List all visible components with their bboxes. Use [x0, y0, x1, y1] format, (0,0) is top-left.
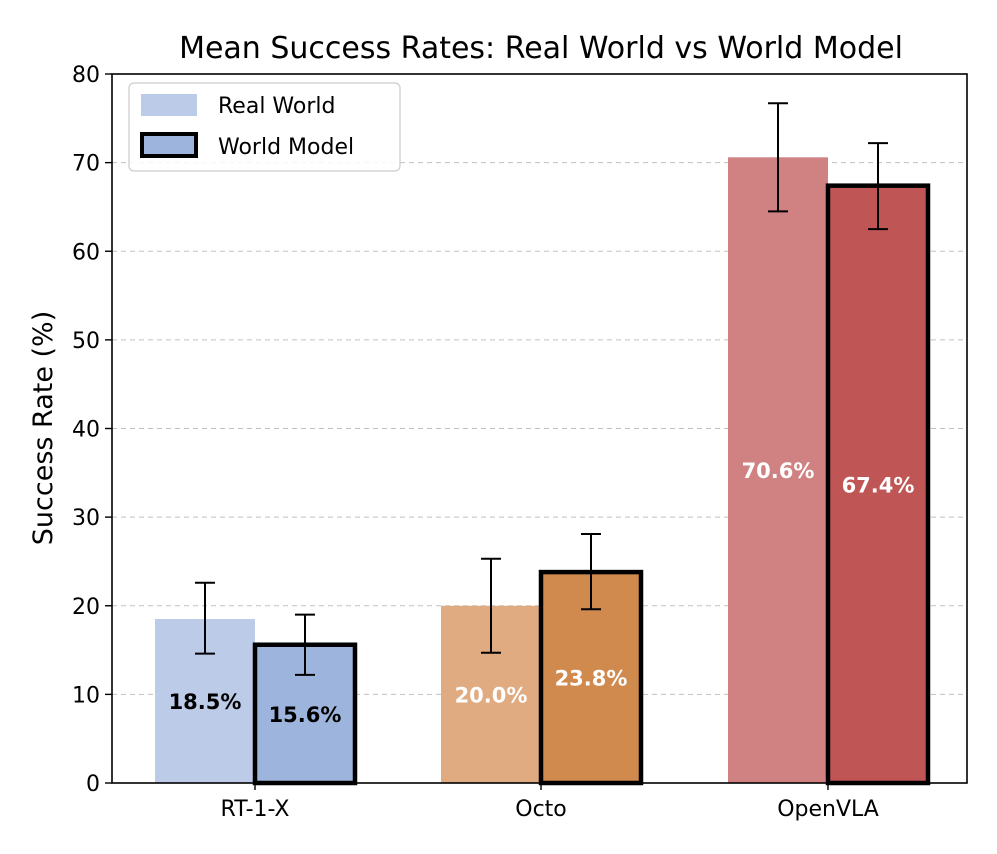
- y-tick-label: 30: [72, 506, 100, 531]
- legend-swatch-real-world: [141, 94, 197, 116]
- bar-value-label: 67.4%: [842, 473, 915, 497]
- bar-value-label: 15.6%: [269, 703, 342, 727]
- y-axis: 0 10 20 30 40 50 60 70 80: [72, 63, 112, 797]
- y-tick-label: 20: [72, 595, 100, 620]
- legend-swatch-world-model: [140, 132, 198, 158]
- legend: Real World World Model: [128, 82, 401, 172]
- bars-layer: [155, 157, 931, 786]
- error-bars-layer: [195, 102, 888, 676]
- legend-label-world-model: World Model: [218, 135, 354, 160]
- bar-value-label: 23.8%: [555, 667, 628, 691]
- y-tick-label: 60: [72, 240, 100, 265]
- bar-real-world-openvla: [728, 157, 828, 783]
- bar-value-label: 18.5%: [169, 690, 242, 714]
- y-tick-label: 70: [72, 152, 100, 177]
- chart-title: Mean Success Rates: Real World vs World …: [179, 31, 903, 66]
- bar-labels-layer: 18.5% 20.0% 70.6% 15.6% 23.8% 67.4%: [169, 459, 915, 727]
- y-tick-label: 0: [86, 772, 100, 797]
- x-tick-label: Octo: [515, 797, 567, 822]
- x-tick-label: RT-1-X: [221, 797, 290, 822]
- x-axis: RT-1-X Octo OpenVLA: [221, 783, 879, 822]
- bar-value-label: 70.6%: [742, 459, 815, 483]
- y-tick-label: 40: [72, 418, 100, 443]
- x-tick-label: OpenVLA: [777, 797, 879, 822]
- y-tick-label: 50: [72, 329, 100, 354]
- legend-label-real-world: Real World: [218, 94, 335, 119]
- bar-value-label: 20.0%: [455, 683, 528, 707]
- y-axis-label: Success Rate (%): [28, 311, 59, 545]
- y-tick-label: 80: [72, 63, 100, 88]
- y-tick-label: 10: [72, 683, 100, 708]
